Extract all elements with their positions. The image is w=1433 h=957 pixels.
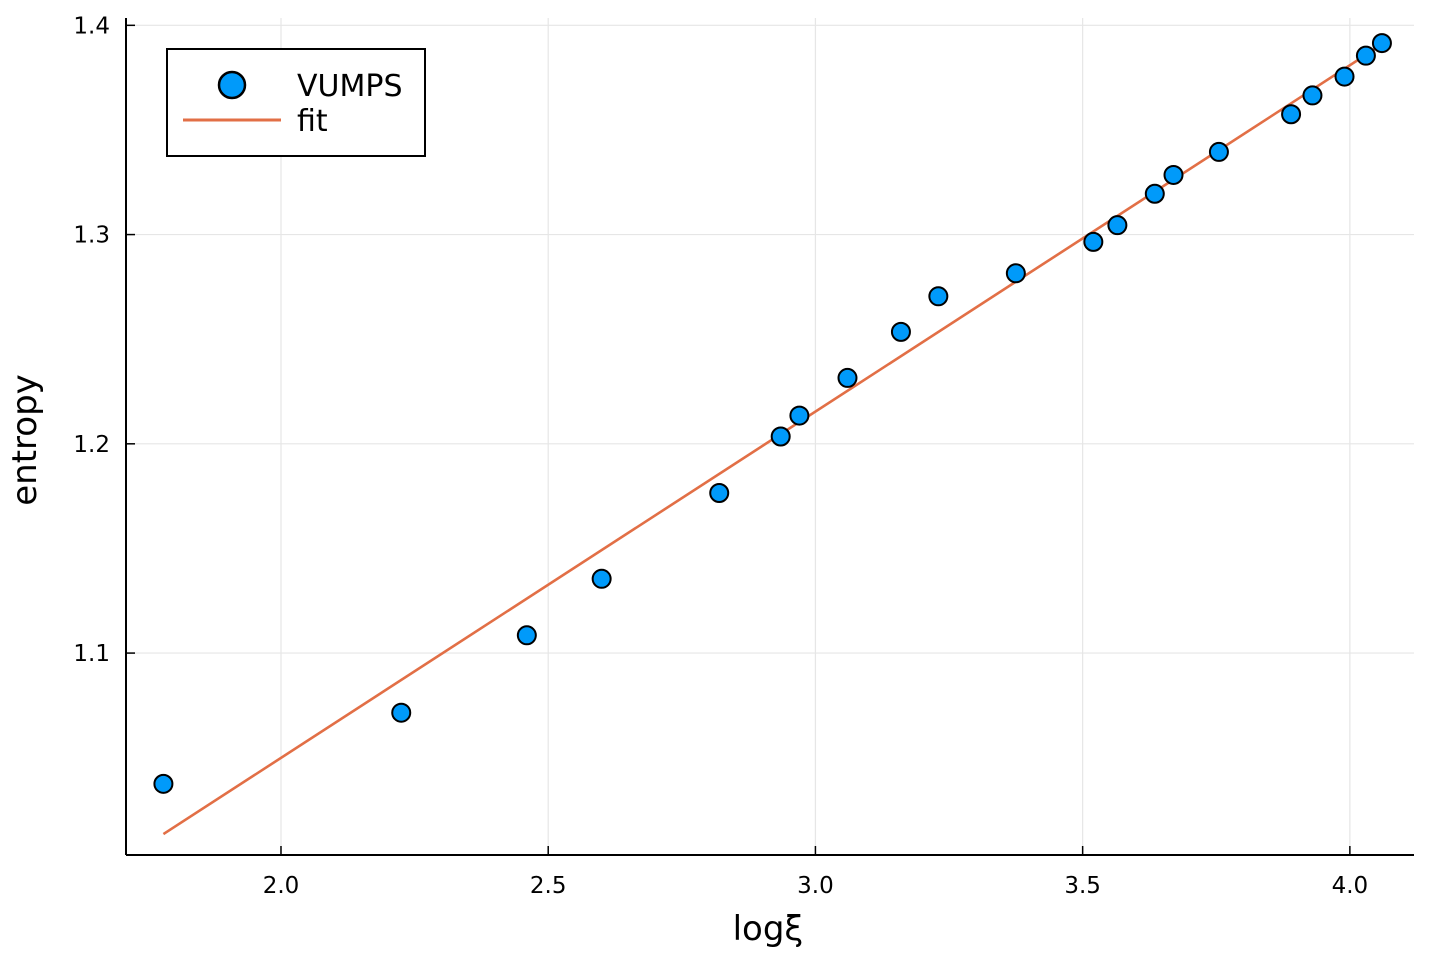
y-tick-label-1: 1.2 bbox=[73, 432, 110, 458]
x-axis-label: logξ bbox=[733, 909, 804, 949]
vumps-point-1 bbox=[391, 702, 412, 723]
vumps-point-12 bbox=[1107, 215, 1128, 236]
tick-labels: 2.0 2.5 3.0 3.5 4.0 1.1 1.2 1.3 1.4 bbox=[73, 13, 1368, 899]
grid bbox=[126, 18, 1414, 855]
legend-marker-vumps bbox=[217, 70, 247, 100]
x-tick-label-4: 4.0 bbox=[1332, 873, 1369, 899]
vumps-point-13 bbox=[1144, 183, 1165, 204]
x-tick-label-3: 3.5 bbox=[1064, 873, 1101, 899]
vumps-point-17 bbox=[1302, 85, 1323, 106]
vumps-point-7 bbox=[837, 367, 858, 388]
y-tick-label-3: 1.4 bbox=[73, 13, 110, 39]
legend-label-fit: fit bbox=[297, 104, 328, 139]
vumps-point-5 bbox=[770, 426, 791, 447]
vumps-point-2 bbox=[516, 625, 537, 646]
vumps-point-15 bbox=[1208, 141, 1229, 162]
y-axis-label: entropy bbox=[5, 374, 45, 506]
y-tick-label-2: 1.3 bbox=[73, 223, 110, 249]
vumps-point-14 bbox=[1163, 164, 1184, 185]
vumps-point-8 bbox=[890, 321, 911, 342]
vumps-point-10 bbox=[1005, 263, 1026, 284]
vumps-point-9 bbox=[928, 286, 949, 307]
legend-box bbox=[166, 48, 426, 157]
vumps-point-0 bbox=[153, 773, 174, 794]
vumps-point-4 bbox=[709, 482, 730, 503]
vumps-point-16 bbox=[1281, 104, 1302, 125]
x-tick-label-1: 2.5 bbox=[530, 873, 567, 899]
legend: VUMPS fit bbox=[166, 48, 426, 157]
axes bbox=[125, 18, 1414, 856]
vumps-point-19 bbox=[1355, 45, 1376, 66]
x-tick-label-2: 3.0 bbox=[797, 873, 834, 899]
vumps-point-18 bbox=[1334, 66, 1355, 87]
vumps-point-6 bbox=[789, 405, 810, 426]
vumps-point-3 bbox=[591, 568, 612, 589]
legend-label-vumps: VUMPS bbox=[297, 69, 403, 104]
y-tick-label-0: 1.1 bbox=[73, 641, 110, 667]
x-tick-label-0: 2.0 bbox=[263, 873, 300, 899]
vumps-point-20 bbox=[1371, 33, 1392, 54]
plot-area bbox=[153, 33, 1392, 836]
vumps-point-11 bbox=[1083, 231, 1104, 252]
